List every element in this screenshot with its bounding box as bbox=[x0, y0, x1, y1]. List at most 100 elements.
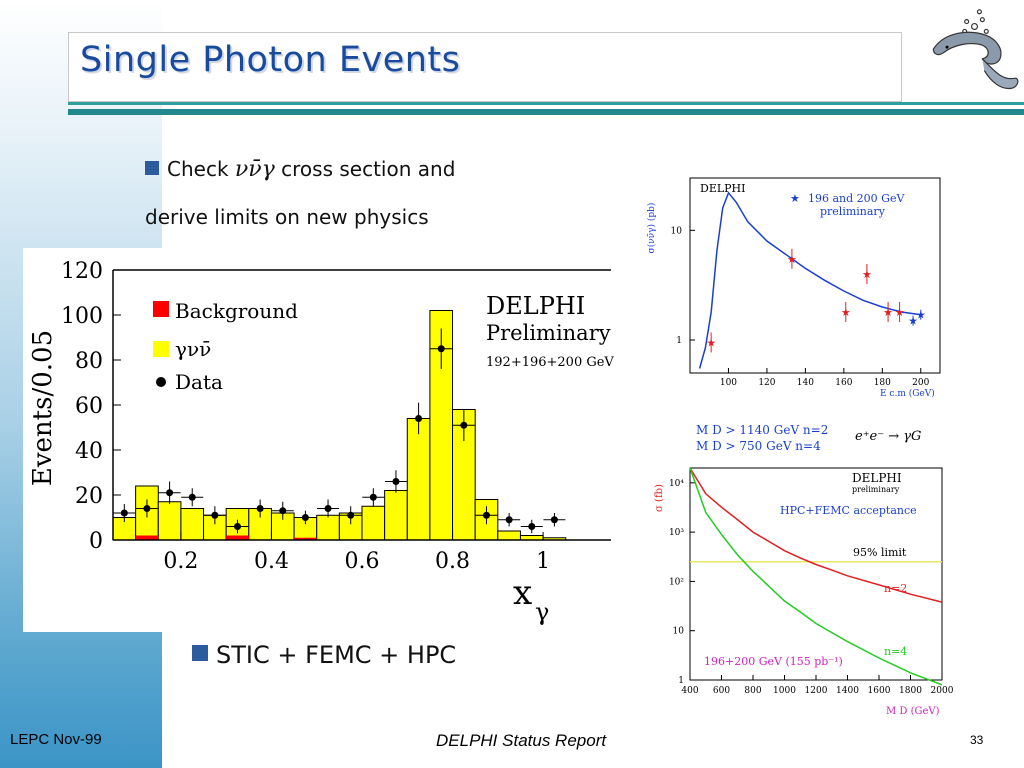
bullet1-line2: derive limits on new physics bbox=[145, 205, 429, 229]
y-tick-label: 10⁴ bbox=[669, 479, 684, 489]
y-axis-label: σ (fb) bbox=[654, 484, 665, 512]
data-point bbox=[324, 505, 332, 512]
title-rule-thin bbox=[68, 102, 1024, 105]
x-tick-label: 120 bbox=[758, 378, 775, 388]
red-point-star: ★ bbox=[706, 336, 716, 349]
lumi-label: 196+200 GeV (155 pb⁻¹) bbox=[704, 655, 843, 668]
md-limit-panel: 400 600 800 1000 1200 1400 1600 1800 2000 1 10 10² 1… bbox=[650, 418, 954, 718]
y-tick-label: 100 bbox=[61, 304, 103, 329]
footer-report-title: DELPHI Status Report bbox=[436, 731, 607, 750]
data-point bbox=[301, 514, 309, 521]
signal-bin bbox=[157, 501, 182, 541]
y-tick-label: 10 bbox=[671, 226, 683, 236]
legend-star-icon: ★ bbox=[790, 192, 800, 205]
data-point bbox=[347, 511, 355, 519]
annotation-delphi: DELPHI bbox=[486, 292, 585, 320]
data-point bbox=[550, 516, 558, 524]
footer-page-number: 33 bbox=[970, 733, 984, 747]
annotation-delphi: DELPHI bbox=[700, 182, 746, 195]
bullet-detectors: STIC + FEMC + HPC bbox=[192, 641, 456, 669]
x-tick-label: 200 bbox=[912, 378, 929, 388]
background-bin bbox=[294, 537, 317, 540]
annotation-energy: 192+196+200 GeV bbox=[486, 355, 614, 370]
x-tick-label: 180 bbox=[874, 378, 891, 388]
legend-label-background: Background bbox=[175, 299, 298, 323]
legend-swatch-background bbox=[153, 301, 169, 317]
x-tick-label: 400 bbox=[681, 686, 698, 696]
y-tick-label: 10 bbox=[673, 627, 685, 637]
signal-bin bbox=[384, 490, 408, 541]
bullet1-suffix: cross section and bbox=[274, 157, 456, 181]
x-axis-label-subscript: γ bbox=[535, 598, 549, 626]
n2-label: n=2 bbox=[884, 582, 907, 595]
signal-bin bbox=[497, 530, 521, 541]
blue-point-star: ★ bbox=[916, 309, 926, 322]
signal-bin bbox=[361, 505, 386, 541]
bullet-square-icon bbox=[192, 645, 208, 661]
x-tick-label: 2000 bbox=[931, 686, 954, 696]
bullet-check-cross-section: Check νν̄γ cross section and bbox=[145, 157, 455, 182]
data-point bbox=[528, 523, 536, 530]
signal-bin bbox=[316, 514, 340, 541]
x-axis-label: E c.m (GeV) bbox=[880, 388, 935, 399]
n4-label: n=4 bbox=[884, 645, 907, 658]
bullet1-prefix: Check bbox=[167, 157, 235, 181]
acceptance-label: HPC+FEMC acceptance bbox=[780, 504, 917, 517]
x-tick-label: 0.2 bbox=[163, 549, 198, 574]
data-point bbox=[143, 505, 151, 512]
legend-label-signal: γνν̄ bbox=[175, 337, 211, 361]
bullet2-text: STIC + FEMC + HPC bbox=[216, 641, 457, 669]
data-point bbox=[120, 509, 128, 517]
plot-frame bbox=[689, 177, 941, 374]
data-point bbox=[392, 478, 400, 485]
x-tick-label: 600 bbox=[713, 686, 730, 696]
x-tick-label: 800 bbox=[744, 686, 761, 696]
data-point bbox=[369, 493, 377, 501]
x-tick-label: 1800 bbox=[899, 686, 922, 696]
legend-label: 196 and 200 GeV bbox=[808, 192, 905, 205]
signal-bin bbox=[406, 418, 431, 541]
footer-conference: LEPC Nov-99 bbox=[10, 731, 102, 748]
n2-curve bbox=[689, 467, 943, 603]
limit-label: 95% limit bbox=[853, 546, 907, 559]
title-rule-thick bbox=[68, 109, 1024, 115]
cross-section-panel: 100 120 140 160 180 200 1 10 ★ ★ ★ ★ ★ ★ ★ ★ DELPHI ★ 196 … bbox=[640, 168, 950, 408]
data-point bbox=[256, 505, 264, 512]
x-tick-label: 1400 bbox=[836, 686, 859, 696]
x-tick-label: 1200 bbox=[805, 686, 828, 696]
x-tick-label: 0.4 bbox=[254, 549, 289, 574]
x-tick-label: 160 bbox=[835, 378, 852, 388]
annotation-preliminary: Preliminary bbox=[486, 321, 611, 345]
md-limit-plot: 400 600 800 1000 1200 1400 1600 1800 2000 1 10 10² 1… bbox=[654, 423, 954, 717]
x-tick-label: 1 bbox=[536, 549, 550, 574]
x-tick-label: 1600 bbox=[868, 686, 891, 696]
slide-title: Single Photon Events bbox=[80, 40, 461, 80]
y-tick-label: 0 bbox=[89, 529, 103, 554]
red-point-star: ★ bbox=[883, 306, 893, 319]
process-label: e⁺e⁻ → γG bbox=[855, 429, 921, 444]
data-point bbox=[505, 516, 513, 524]
red-point-star: ★ bbox=[895, 306, 905, 319]
x-tick-label: 140 bbox=[797, 378, 814, 388]
bullet-square-icon bbox=[145, 161, 159, 175]
signal-bin bbox=[180, 508, 205, 541]
y-tick-label: 120 bbox=[61, 259, 103, 284]
y-tick-label: 80 bbox=[75, 349, 103, 374]
red-point-star: ★ bbox=[862, 268, 872, 281]
x-tick-label: 0.6 bbox=[345, 549, 380, 574]
data-point bbox=[437, 345, 445, 353]
legend-label-data: Data bbox=[175, 370, 223, 394]
y-tick-label: 1 bbox=[676, 336, 682, 346]
background-bin bbox=[226, 535, 249, 540]
y-axis-label: Events/0.05 bbox=[28, 330, 58, 486]
y-tick-label: 10³ bbox=[669, 528, 684, 538]
data-point bbox=[279, 507, 287, 515]
blue-point-star: ★ bbox=[908, 315, 918, 328]
red-point-star: ★ bbox=[841, 306, 851, 319]
dolphin-logo-icon bbox=[932, 9, 1019, 90]
y-tick-label: 1 bbox=[678, 676, 684, 686]
n4-curve bbox=[689, 467, 943, 686]
background-bin bbox=[135, 535, 159, 540]
legend-swatch-data bbox=[156, 377, 166, 387]
data-point bbox=[415, 415, 423, 422]
